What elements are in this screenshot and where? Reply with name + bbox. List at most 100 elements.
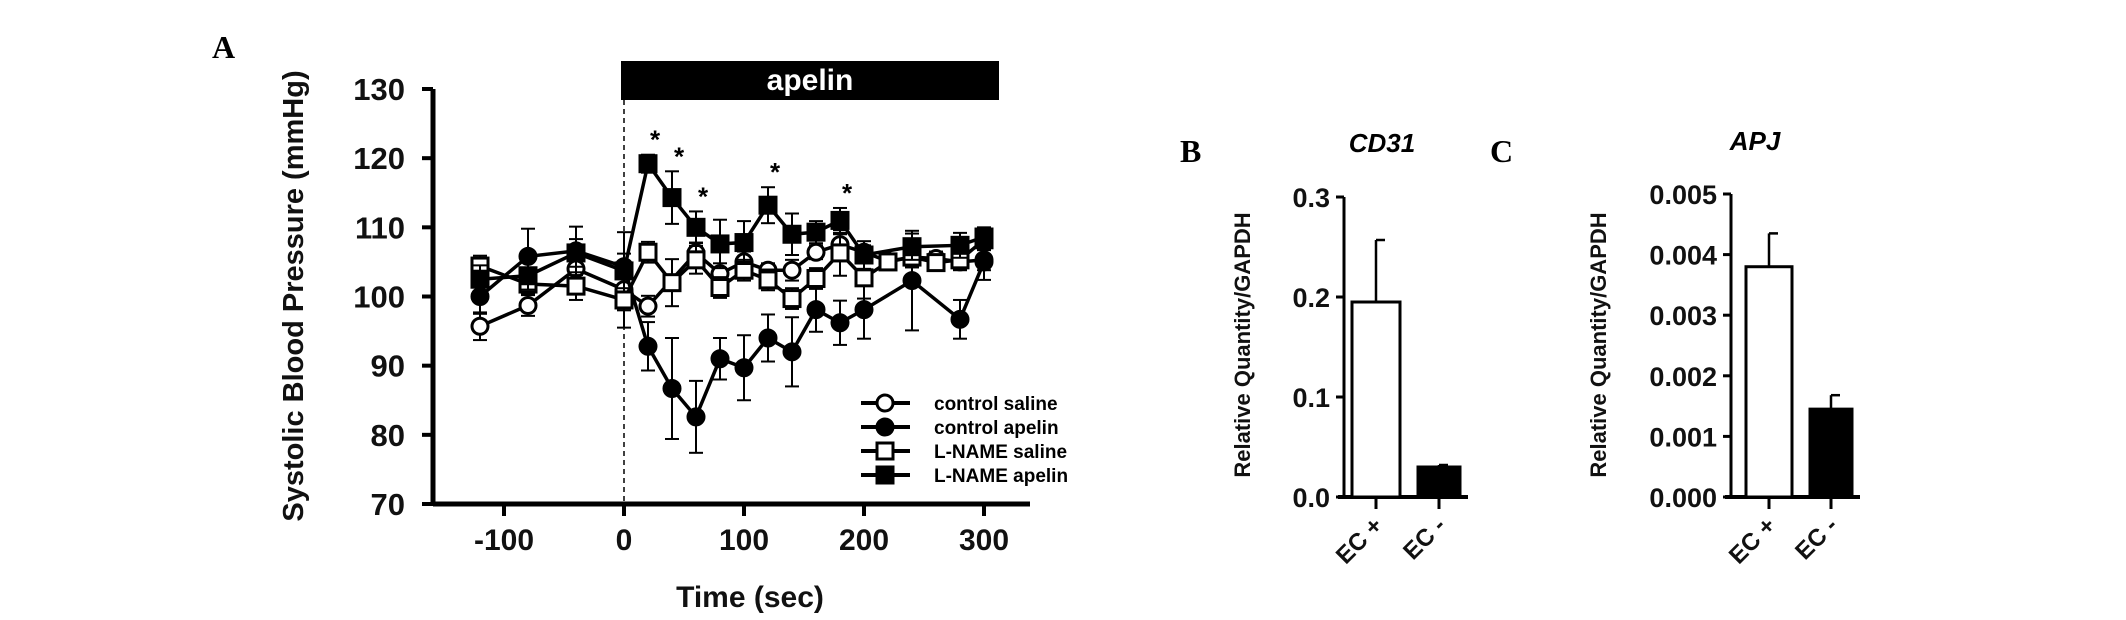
data-point xyxy=(830,210,850,230)
chart-title: APJ xyxy=(1729,126,1781,156)
data-point xyxy=(470,269,490,289)
data-point xyxy=(782,342,802,362)
y-tick-label: 130 xyxy=(353,72,405,107)
legend: control saline control apelin L-NAME salin… xyxy=(861,393,1068,487)
legend-marker xyxy=(875,441,895,461)
y-tick-label: 0.3 xyxy=(1292,183,1330,213)
x-tick-label: EC - xyxy=(1398,512,1451,565)
data-point xyxy=(782,289,802,309)
data-point xyxy=(806,242,826,262)
data-point xyxy=(830,243,850,263)
data-point xyxy=(806,222,826,242)
data-point xyxy=(710,349,730,369)
legend-marker xyxy=(875,417,895,437)
data-point xyxy=(734,233,754,253)
bar-ec-plus xyxy=(1744,265,1794,499)
chart-a: 70 80 90 100 110 120 130 -100 0 100 200 300 Time (se… xyxy=(278,61,1068,614)
data-point xyxy=(686,407,706,427)
chart-title: CD31 xyxy=(1349,128,1415,158)
treatment-bar-label: apelin xyxy=(767,64,854,97)
legend-label: L-NAME saline xyxy=(934,442,1067,463)
significance-star: * xyxy=(674,141,685,171)
x-tick-label: EC + xyxy=(1331,512,1388,569)
data-point xyxy=(638,154,658,174)
data-point xyxy=(926,253,946,273)
data-point xyxy=(662,378,682,398)
data-point xyxy=(566,276,586,296)
x-tick-label: 200 xyxy=(839,524,889,557)
data-point xyxy=(950,235,970,255)
data-point xyxy=(902,271,922,291)
treatment-bar xyxy=(621,61,999,100)
x-axis-label: Time (sec) xyxy=(676,581,824,614)
panel-label-a: A xyxy=(212,29,235,65)
data-point xyxy=(782,260,802,280)
data-point xyxy=(902,237,922,257)
y-tick-label: 0.001 xyxy=(1649,422,1717,452)
panel-label-b: B xyxy=(1180,133,1201,169)
data-point xyxy=(686,250,706,270)
legend-label: control apelin xyxy=(934,418,1059,439)
x-tick-label: EC - xyxy=(1790,512,1843,565)
data-point xyxy=(806,269,826,289)
data-point xyxy=(878,252,898,272)
data-point xyxy=(758,195,778,215)
x-tick-label: -100 xyxy=(474,524,534,557)
significance-star: * xyxy=(842,178,853,208)
legend-marker xyxy=(875,465,895,485)
data-point xyxy=(974,252,994,272)
significance-star: * xyxy=(650,125,661,155)
data-point xyxy=(614,261,634,281)
y-axis-label: Systolic Blood Pressure (mmHg) xyxy=(278,70,310,521)
legend-marker xyxy=(875,393,895,413)
data-point xyxy=(974,227,994,247)
series-l-name-apelin xyxy=(470,153,994,295)
x-tick-label: 300 xyxy=(959,524,1009,557)
data-point xyxy=(782,224,802,244)
y-tick-label: 0.2 xyxy=(1292,283,1330,313)
legend-label: control saline xyxy=(934,394,1058,415)
data-point xyxy=(950,309,970,329)
data-point xyxy=(638,242,658,262)
data-point xyxy=(710,278,730,298)
significance-star: * xyxy=(770,157,781,187)
data-point xyxy=(854,300,874,320)
panel-label-c: C xyxy=(1490,133,1513,169)
y-tick-label: 70 xyxy=(371,487,405,522)
y-tick-label: 0.002 xyxy=(1649,362,1717,392)
data-point xyxy=(806,300,826,320)
y-axis-label: Relative Quantity/GAPDH xyxy=(1230,212,1255,477)
significance-star: * xyxy=(698,181,709,211)
data-point xyxy=(662,273,682,293)
data-point xyxy=(854,268,874,288)
data-point xyxy=(686,217,706,237)
data-point xyxy=(518,266,538,286)
data-point xyxy=(638,296,658,316)
data-point xyxy=(518,295,538,315)
y-tick-label: 120 xyxy=(353,141,405,176)
y-axis-label: Relative Quantity/GAPDH xyxy=(1586,212,1611,477)
data-point xyxy=(758,328,778,348)
y-tick-label: 0.0 xyxy=(1292,483,1330,513)
x-tick-label: 100 xyxy=(719,524,769,557)
y-tick-label: 0.005 xyxy=(1649,180,1717,210)
data-point xyxy=(758,270,778,290)
data-point xyxy=(566,243,586,263)
bar-ec-minus xyxy=(1808,407,1854,499)
y-tick-label: 0.003 xyxy=(1649,301,1717,331)
bar-ec-plus xyxy=(1350,300,1402,499)
chart-b: CD31 Relative Quantity/GAPDH 0.0 0.1 0.2 0.3 E… xyxy=(1230,128,1468,569)
data-point xyxy=(662,188,682,208)
data-point xyxy=(734,358,754,378)
y-tick-label: 80 xyxy=(371,418,405,453)
legend-label: L-NAME apelin xyxy=(934,466,1068,487)
y-tick-label: 0.004 xyxy=(1649,241,1717,271)
data-point xyxy=(614,290,634,310)
bar-ec-minus xyxy=(1416,465,1462,499)
chart-c: APJ Relative Quantity/GAPDH 0.000 0.001 0.00… xyxy=(1586,126,1860,569)
data-point xyxy=(830,313,850,333)
y-tick-label: 90 xyxy=(371,349,405,384)
y-tick-label: 0.1 xyxy=(1292,383,1330,413)
y-tick-label: 110 xyxy=(355,210,405,245)
